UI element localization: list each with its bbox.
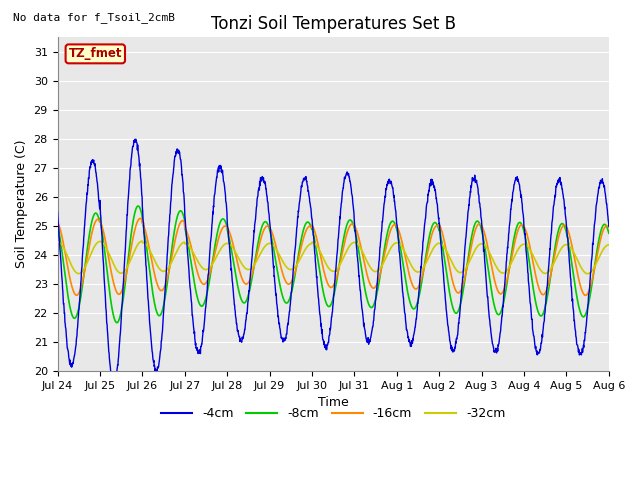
Legend: -4cm, -8cm, -16cm, -32cm: -4cm, -8cm, -16cm, -32cm [156,402,510,425]
Text: TZ_fmet: TZ_fmet [68,48,122,60]
X-axis label: Time: Time [318,396,349,409]
Y-axis label: Soil Temperature (C): Soil Temperature (C) [15,140,28,268]
Text: No data for f_Tsoil_2cmB: No data for f_Tsoil_2cmB [13,12,175,23]
Title: Tonzi Soil Temperatures Set B: Tonzi Soil Temperatures Set B [211,15,456,33]
